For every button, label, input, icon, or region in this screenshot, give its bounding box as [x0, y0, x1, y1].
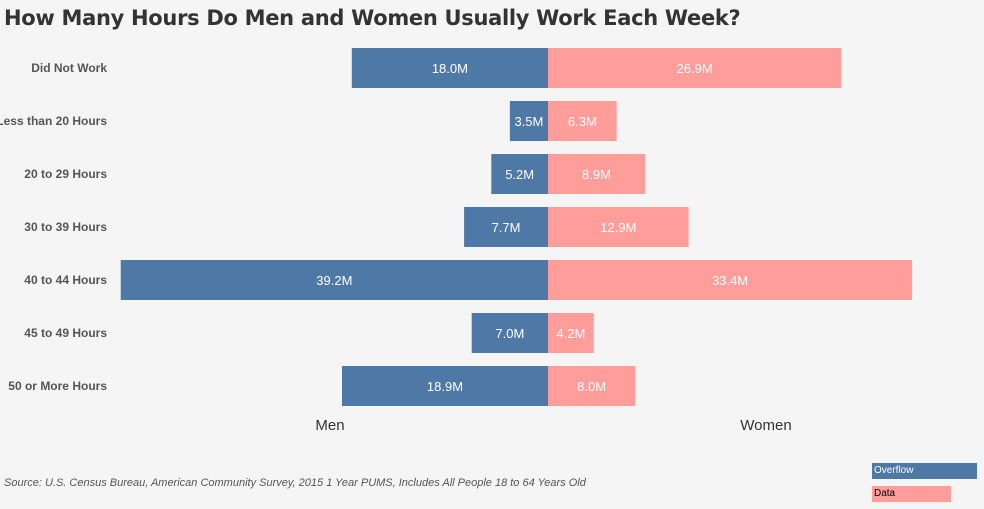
bar-women	[548, 101, 617, 141]
column-header-men: Men	[315, 417, 344, 434]
bar-men	[471, 313, 548, 353]
category-label: 30 to 39 Hours	[24, 220, 107, 234]
bar-men	[351, 48, 548, 88]
data-label-men: 18.9M	[427, 379, 463, 394]
data-label-women: 6.3M	[568, 114, 597, 129]
bar-women	[548, 207, 689, 247]
bar-women	[548, 48, 842, 88]
data-label-women: 33.4M	[712, 273, 748, 288]
data-label-men: 7.0M	[495, 326, 524, 341]
category-label: Less than 20 Hours	[0, 114, 107, 128]
bar-women	[548, 154, 646, 194]
bar-men	[509, 101, 548, 141]
data-label-women: 8.9M	[582, 167, 611, 182]
data-label-women: 4.2M	[556, 326, 585, 341]
data-label-men: 3.5M	[514, 114, 543, 129]
source-note: Source: U.S. Census Bureau, American Com…	[4, 477, 586, 489]
chart-title: How Many Hours Do Men and Women Usually …	[4, 6, 741, 30]
category-label: 40 to 44 Hours	[24, 273, 107, 287]
data-label-men: 7.7M	[492, 220, 521, 235]
data-label-women: 12.9M	[600, 220, 636, 235]
data-label-women: 26.9M	[677, 61, 713, 76]
bar-women	[548, 260, 913, 300]
category-label: 50 or More Hours	[8, 379, 107, 393]
data-label-men: 5.2M	[505, 167, 534, 182]
bar-women	[548, 313, 594, 353]
bar-women	[548, 366, 636, 406]
bar-men	[341, 366, 548, 406]
data-label-men: 18.0M	[432, 61, 468, 76]
category-label: Did Not Work	[31, 61, 107, 75]
bar-men	[120, 260, 548, 300]
bar-men	[464, 207, 548, 247]
column-header-women: Women	[740, 417, 791, 434]
diverging-bar-chart: Did Not Work 18.0M 26.9M Less than 20 Hours…	[0, 48, 913, 434]
bar-men	[491, 154, 548, 194]
data-label-women: 8.0M	[577, 379, 606, 394]
category-label: 20 to 29 Hours	[24, 167, 107, 181]
legend-item-overflow: Overflow	[872, 463, 977, 479]
category-label: 45 to 49 Hours	[24, 326, 107, 340]
data-label-men: 39.2M	[316, 273, 352, 288]
legend-item-data: Data	[872, 486, 951, 502]
